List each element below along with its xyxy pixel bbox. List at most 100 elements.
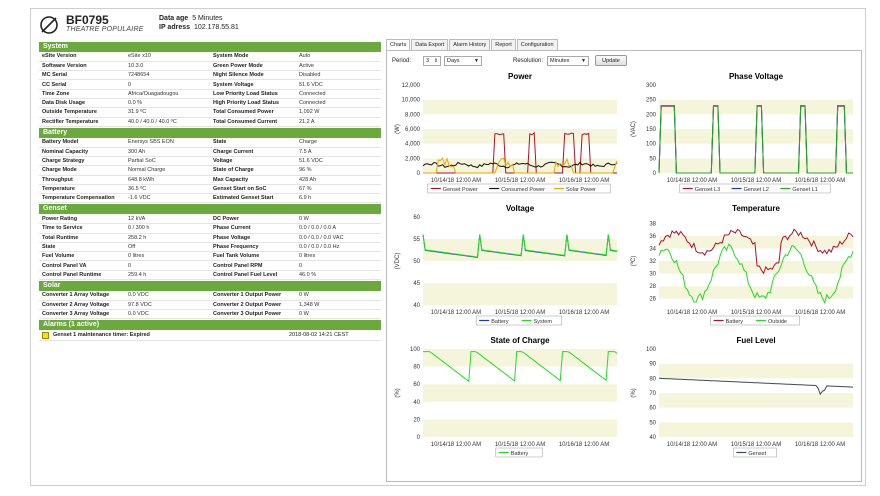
table-row: eSite Version eSite x10 System Mode Auto [39,52,381,62]
y-tick-label: 60 [649,406,656,412]
y-tick-label: 20 [413,417,420,423]
alarm-item[interactable]: Genset 1 maintenance timer: Expired 2018-… [39,330,381,342]
x-tick-label: 10/15/18 12:00 AM [731,442,781,448]
grid-band [659,223,853,236]
legend-label[interactable]: Genset L1 [792,187,817,193]
tab-configuration[interactable]: Configuration [516,39,558,50]
field-label: Outside Temperature [39,107,125,118]
legend-label[interactable]: Genset [748,451,766,457]
legend-label[interactable]: Genset Power [443,187,478,193]
section-header-battery: Battery [39,127,381,138]
legend-label[interactable]: System [534,319,553,325]
legend-label[interactable]: Battery [726,319,744,325]
tab-data-export[interactable]: Data Export [411,39,449,50]
field-value: 1,092 W [296,107,381,118]
grid-band [423,239,617,261]
field-label: MC Serial [39,70,125,81]
y-tick-label: 50 [649,420,656,426]
y-tick-label: 50 [649,156,656,162]
y-tick-label: 30 [649,272,656,278]
legend-label[interactable]: Battery [511,451,529,457]
y-axis-label: (%) [631,388,637,397]
chart-svg: State of Charge 0 20 40 60 80 100 (%) 10/14/18 1… [395,336,618,458]
y-tick-label: 60 [413,382,420,388]
chart-fuel-level: Fuel Level 40 50 60 70 80 90 100 (%) 10/14/18 12:… [625,333,861,463]
y-tick-label: 55 [413,237,420,243]
legend-label[interactable]: Consumed Power [501,187,545,193]
y-axis-label: (VDC) [395,253,401,270]
table-row: Data Disk Usage 0.0 % High Priority Load S… [39,98,381,109]
series-line [658,105,853,174]
stepper-arrows-icon[interactable]: ⇕ [433,58,438,64]
resolution-label: Resolution: [513,58,544,64]
field-label: Temperature Compensation [39,193,125,204]
grid-band [659,363,853,379]
field-label: Power Rating [39,214,125,225]
ip-address: IP adress 102.178.55.81 [159,24,239,31]
update-button[interactable]: Update [595,55,627,66]
field-value: eSite x10 [125,52,210,62]
series-line [658,228,854,275]
field-value: 0 W [296,309,381,320]
legend-label[interactable]: Genset L2 [744,187,769,193]
legend-label[interactable]: Outside [768,319,787,325]
field-value: 0.0 VDC [125,309,210,320]
tab-charts[interactable]: Charts [386,39,411,50]
field-value: Connected [296,98,381,109]
field-label: Converter 1 Output Power [210,291,296,301]
table-row: Control Panel VA 0 Control Panel RPM 0 [39,260,381,271]
field-value: -1.6 VDC [125,193,210,204]
period-unit-select[interactable]: Days ▼ [444,56,482,66]
chart-svg: Voltage 40 45 50 55 60 (VDC) 10/14/18 12:00 AM 1… [395,204,618,326]
field-value: Africa/Ouagadougou [125,89,210,100]
y-tick-label: 0 [417,171,421,177]
section-table: eSite Version eSite x10 System Mode Auto Sof… [39,52,381,127]
field-label: Total Consumed Current [210,117,296,127]
field-label: Converter 3 Array Voltage [39,309,125,320]
y-tick-label: 70 [649,391,656,397]
resolution-select[interactable]: Minutes ▼ [547,56,589,66]
chevron-down-icon: ▼ [474,58,479,64]
y-axis-label: (ºC) [630,256,637,267]
field-value: 0 [125,260,210,271]
y-tick-label: 0 [653,171,657,177]
field-value: 0 litres [296,251,381,262]
field-value: 31.9 ºC [125,107,210,118]
field-label: Low Priority Load Status [210,89,296,100]
grid-band [423,401,617,420]
field-value: 0.0 / 0.0 / 0.0 A [296,223,381,234]
chart-phase-voltage: Phase Voltage 0 50 100 150 200 250 300 (VAC) 10/1… [625,69,861,199]
x-tick-label: 10/16/18 12:00 AM [795,178,845,184]
field-value: Disabled [296,70,381,81]
field-label: DC Power [210,214,296,225]
field-value: 648.8 kWh [125,175,210,185]
field-value: Connected [296,89,381,100]
x-tick-label: 10/15/18 12:00 AM [495,178,545,184]
legend-box [710,315,800,326]
y-axis-label: (VAC) [631,121,637,137]
field-label: Estimated Genset Start [210,193,296,204]
y-tick-label: 38 [649,221,656,227]
legend-label[interactable]: Battery [491,319,509,325]
table-row: MC Serial 7248654 Night Silence Mode Disabl… [39,70,381,81]
field-label: Total Runtime [39,233,125,243]
field-value: Charge [296,137,381,148]
legend-label[interactable]: Genset L3 [695,187,720,193]
table-row: Rectifier Temperature 40.0 / 40.0 / 40.0 … [39,117,381,127]
field-label: Night Silence Mode [210,70,296,81]
y-tick-label: 100 [410,347,421,353]
tab-alarm-history[interactable]: Alarm History [449,39,491,50]
chevron-down-icon: ▼ [581,58,586,64]
charts-panel: Period: 3 ⇕ Days ▼ Resolution: Minutes ▼ Up… [386,50,862,482]
y-tick-label: 26 [649,297,656,303]
table-row: Time Zone Africa/Ouagadougou Low Priority … [39,89,381,100]
alarm-time: 2018-08-02 14:21 CEST [289,332,349,339]
field-label: Nominal Capacity [39,147,125,157]
period-stepper[interactable]: 3 ⇕ [423,56,441,66]
tab-report[interactable]: Report [491,39,516,50]
y-tick-label: 80 [413,365,420,371]
field-label: Control Panel VA [39,260,125,271]
field-label: Software Version [39,61,125,72]
chart-title: Temperature [732,204,780,213]
legend-label[interactable]: Solar Power [566,187,596,193]
